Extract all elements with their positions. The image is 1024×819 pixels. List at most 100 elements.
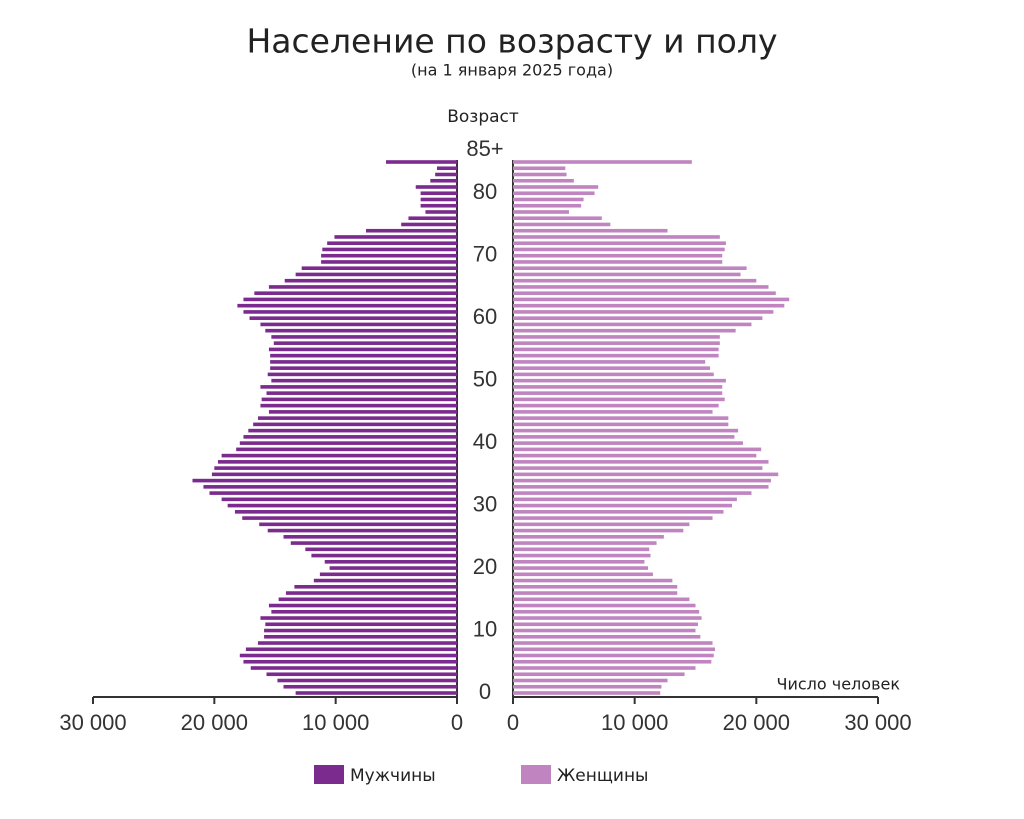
female-bar: [513, 428, 739, 433]
female-bar: [513, 372, 714, 377]
male-bar: [305, 547, 457, 552]
male-bar: [268, 285, 457, 289]
chart-title: Население по возрасту и полу: [246, 22, 777, 61]
female-bar: [513, 322, 752, 327]
female-bar: [513, 260, 723, 264]
male-bar: [436, 166, 457, 171]
male-bar: [267, 528, 457, 533]
female-bar: [513, 560, 645, 564]
male-bar: [324, 560, 457, 564]
x-tick-label: 20 000: [723, 710, 790, 735]
male-bar: [301, 266, 457, 270]
male-bar: [266, 672, 457, 677]
male-bar: [420, 191, 457, 196]
female-bar: [513, 591, 678, 595]
male-bar: [221, 497, 457, 502]
female-bar: [513, 385, 723, 389]
female-bar: [513, 566, 649, 570]
male-bar: [254, 291, 457, 295]
male-bar: [283, 684, 457, 689]
female-bar: [513, 416, 729, 420]
male-bar: [270, 366, 457, 370]
male-bar: [267, 372, 457, 377]
x-tick-label: 30 000: [844, 710, 911, 735]
female-bar: [513, 478, 771, 483]
male-bar: [259, 522, 457, 527]
female-bar: [513, 347, 719, 352]
male-bar: [221, 453, 457, 458]
female-bar: [513, 653, 714, 658]
female-bar: [513, 453, 757, 458]
female-bar: [513, 641, 713, 645]
female-bar: [513, 553, 651, 558]
female-bar: [513, 460, 769, 464]
y-tick-label: 30: [473, 491, 497, 516]
male-bar: [260, 322, 457, 327]
female-bar: [513, 172, 567, 177]
male-bar: [420, 203, 457, 208]
female-bar: [513, 191, 595, 196]
female-bar: [513, 659, 712, 664]
female-bar: [513, 285, 769, 289]
male-bar: [415, 185, 457, 189]
female-bar: [513, 360, 706, 364]
male-bar: [334, 235, 457, 239]
male-bar: [295, 691, 457, 695]
female-bar: [513, 522, 690, 527]
female-bar: [513, 210, 569, 214]
x-axis-label: Число человек: [776, 675, 900, 694]
male-bar: [285, 591, 457, 595]
male-bar: [264, 628, 457, 633]
female-bar: [513, 178, 574, 183]
male-bar: [248, 428, 457, 433]
female-bar: [513, 684, 662, 689]
female-bar: [513, 622, 698, 627]
male-bar: [268, 603, 457, 608]
female-bar: [513, 541, 657, 545]
female-bar: [513, 422, 729, 427]
male-bar: [322, 247, 457, 252]
male-bar: [284, 278, 457, 283]
female-bar: [513, 328, 736, 333]
female-bar: [513, 403, 719, 408]
legend-swatch: [521, 765, 551, 784]
male-bar: [425, 210, 457, 214]
male-bar: [401, 222, 457, 227]
male-bar: [266, 391, 457, 395]
female-bar: [513, 335, 720, 339]
male-bar: [273, 341, 457, 345]
female-bar: [513, 353, 719, 358]
male-bar: [295, 272, 457, 277]
male-bar: [366, 228, 457, 233]
female-bar: [513, 666, 696, 670]
female-bar: [513, 616, 702, 620]
female-bar: [513, 303, 785, 308]
male-bar: [227, 503, 457, 508]
female-bar: [513, 547, 650, 552]
male-bar: [234, 510, 457, 514]
female-bar: [513, 216, 602, 221]
male-bar: [239, 653, 457, 658]
female-bar: [513, 472, 779, 477]
male-bar: [265, 622, 457, 627]
male-bar: [265, 328, 457, 333]
male-bar: [271, 378, 457, 383]
female-bar: [513, 609, 700, 614]
male-bar: [203, 485, 457, 489]
male-bar: [278, 597, 457, 602]
female-bar: [513, 391, 723, 395]
male-bar: [258, 416, 457, 420]
male-bar: [258, 641, 457, 645]
female-bar: [513, 228, 668, 233]
y-tick-label: 85+: [466, 136, 503, 161]
y-tick-label: 50: [473, 366, 497, 391]
y-tick-label: 10: [473, 616, 497, 641]
female-bar: [513, 378, 726, 383]
male-bar: [250, 666, 457, 670]
male-bar: [261, 397, 457, 402]
female-bar: [513, 310, 774, 314]
female-bar: [513, 634, 701, 639]
female-bar: [513, 441, 743, 445]
male-bar: [239, 441, 457, 445]
male-bar: [249, 316, 457, 320]
